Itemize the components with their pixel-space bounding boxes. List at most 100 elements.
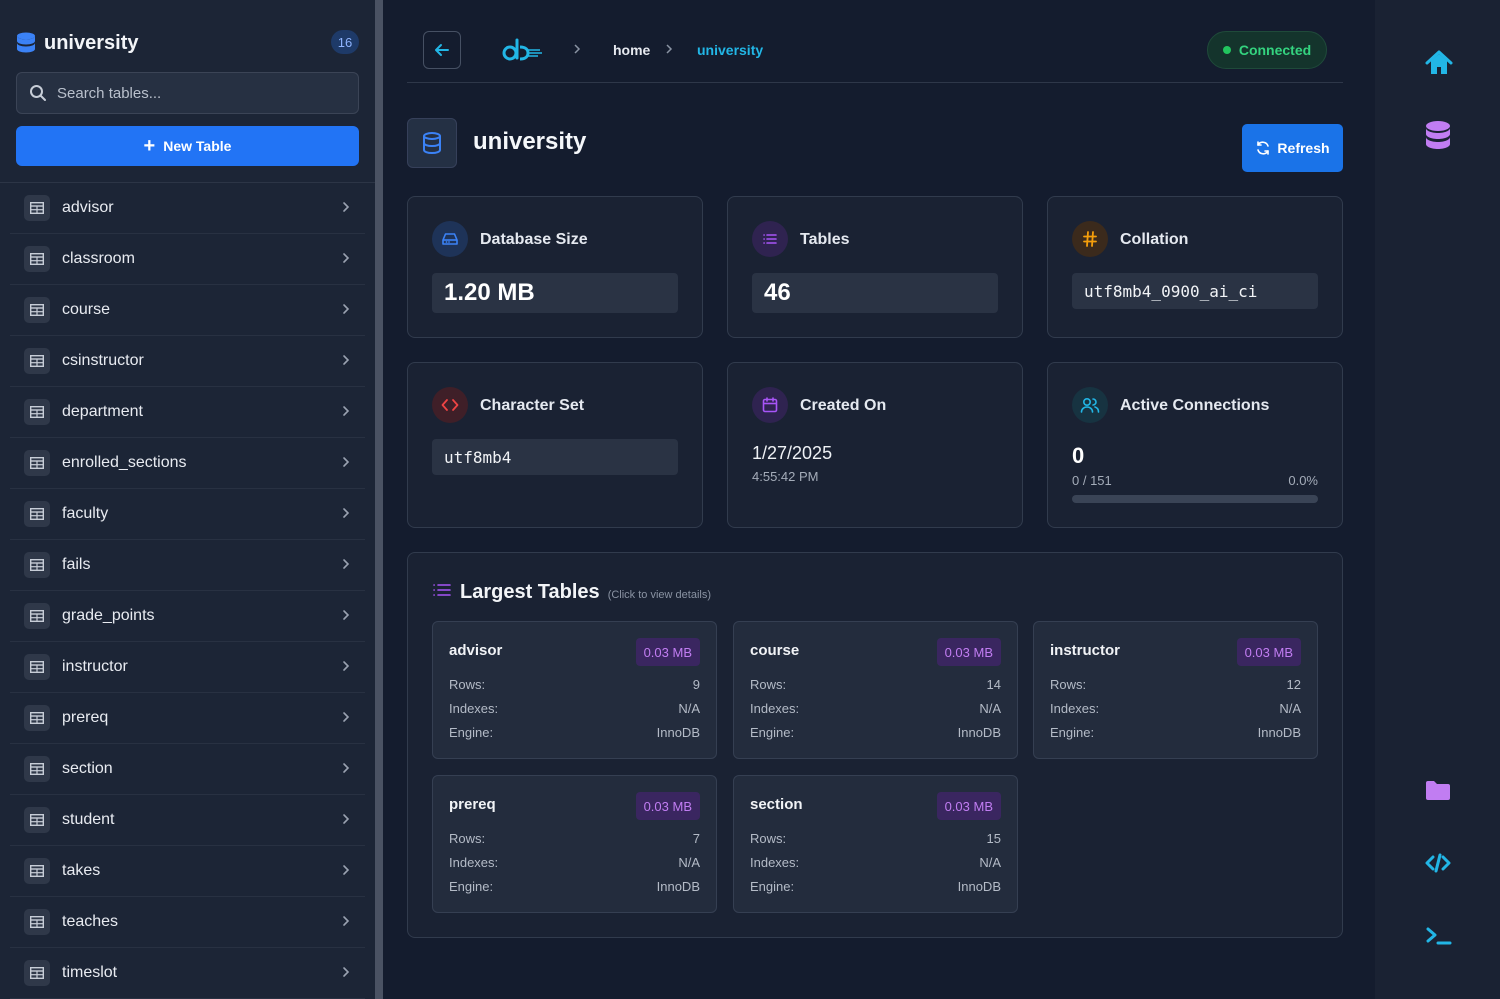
sidebar-item-faculty[interactable]: faculty — [10, 489, 365, 540]
collation-card: Collation utf8mb4_0900_ai_ci — [1047, 196, 1343, 338]
sidebar-item-label: teaches — [62, 913, 119, 930]
tables-card: Tables 46 — [727, 196, 1023, 338]
table-icon — [24, 858, 50, 884]
active-connections-value: 0 — [1072, 443, 1085, 468]
table-icon — [24, 705, 50, 731]
engine-label: Engine: — [1050, 725, 1095, 740]
sidebar-item-teaches[interactable]: teaches — [10, 897, 365, 948]
sidebar-item-section[interactable]: section — [10, 744, 365, 795]
connections-progress-bar — [1072, 495, 1318, 503]
indexes-label: Indexes: — [449, 855, 499, 870]
terminal-icon[interactable] — [1425, 925, 1453, 947]
search-input[interactable] — [57, 84, 347, 102]
connection-status-label: Connected — [1238, 42, 1312, 58]
table-card-name: instructor — [1050, 642, 1121, 659]
sidebar-item-student[interactable]: student — [10, 795, 365, 846]
chevron-right-icon — [343, 916, 350, 926]
app-logo-icon[interactable] — [500, 36, 544, 66]
sidebar-item-label: faculty — [62, 505, 109, 522]
table-size-badge: 0.03 MB — [936, 792, 1001, 820]
chevron-right-icon — [343, 304, 350, 314]
chevron-right-icon — [574, 44, 581, 54]
table-icon — [24, 450, 50, 476]
engine-row: Engine: InnoDB — [750, 879, 1001, 894]
rows-value: 14 — [986, 677, 1001, 692]
code-icon — [432, 387, 468, 423]
indexes-row: Indexes: N/A — [449, 855, 700, 870]
home-icon[interactable] — [1425, 50, 1453, 76]
table-card-advisor[interactable]: advisor 0.03 MB Rows: 9 Indexes: N/A Engine: In… — [432, 621, 717, 759]
tables-label: Tables — [800, 231, 850, 248]
sidebar-item-instructor[interactable]: instructor — [10, 642, 365, 693]
refresh-label: Refresh — [1277, 140, 1330, 156]
list-icon — [752, 221, 788, 257]
table-card-prereq[interactable]: prereq 0.03 MB Rows: 7 Indexes: N/A Engine: Inn… — [432, 775, 717, 913]
chevron-right-icon — [666, 44, 673, 54]
sidebar-item-csinstructor[interactable]: csinstructor — [10, 336, 365, 387]
active-connections-label: Active Connections — [1120, 397, 1270, 414]
hash-icon — [1072, 221, 1108, 257]
code-icon[interactable] — [1425, 852, 1451, 874]
sidebar-scrollbar[interactable] — [375, 0, 383, 999]
database-icon[interactable] — [1425, 120, 1451, 152]
refresh-button[interactable]: Refresh — [1242, 124, 1343, 172]
sidebar-item-department[interactable]: department — [10, 387, 365, 438]
character-set-value: utf8mb4 — [432, 439, 678, 475]
sidebar-item-classroom[interactable]: classroom — [10, 234, 365, 285]
rows-value: 12 — [1286, 677, 1301, 692]
chevron-right-icon — [343, 508, 350, 518]
new-table-button[interactable]: + New Table — [16, 126, 359, 166]
table-icon — [24, 399, 50, 425]
chevron-right-icon — [343, 712, 350, 722]
table-icon — [24, 501, 50, 527]
created-on-card: Created On 1/27/2025 4:55:42 PM — [727, 362, 1023, 528]
rows-label: Rows: — [750, 677, 787, 692]
character-set-label: Character Set — [480, 397, 585, 414]
table-icon — [24, 603, 50, 629]
engine-label: Engine: — [449, 879, 494, 894]
table-size-badge: 0.03 MB — [1236, 638, 1301, 666]
breadcrumb-current[interactable]: university — [697, 42, 764, 58]
table-card-section[interactable]: section 0.03 MB Rows: 15 Indexes: N/A Engine: I… — [733, 775, 1018, 913]
status-dot-icon — [1222, 46, 1231, 54]
chevron-right-icon — [343, 559, 350, 569]
sidebar-item-takes[interactable]: takes — [10, 846, 365, 897]
engine-row: Engine: InnoDB — [449, 725, 700, 740]
breadcrumb-home[interactable]: home — [613, 42, 651, 58]
chevron-right-icon — [343, 457, 350, 467]
database-size-label: Database Size — [480, 231, 588, 248]
rows-label: Rows: — [1050, 677, 1087, 692]
refresh-icon — [1257, 141, 1270, 155]
sidebar-item-label: grade_points — [62, 607, 155, 624]
sidebar-header: university 16 — [16, 30, 359, 56]
back-button[interactable] — [423, 31, 461, 69]
sidebar-item-label: fails — [62, 556, 91, 573]
sidebar-item-advisor[interactable]: advisor — [10, 183, 365, 234]
table-card-instructor[interactable]: instructor 0.03 MB Rows: 12 Indexes: N/A Engin… — [1033, 621, 1318, 759]
sidebar-item-grade-points[interactable]: grade_points — [10, 591, 365, 642]
chevron-right-icon — [343, 253, 350, 263]
largest-tables-panel: Largest Tables (Click to view details) a… — [407, 552, 1343, 938]
sidebar-item-enrolled-sections[interactable]: enrolled_sections — [10, 438, 365, 489]
table-card-course[interactable]: course 0.03 MB Rows: 14 Indexes: N/A Engine: In… — [733, 621, 1018, 759]
chevron-right-icon — [343, 610, 350, 620]
connections-ratio: 0 / 151 — [1072, 473, 1112, 488]
engine-value: InnoDB — [1257, 725, 1301, 740]
sidebar-item-timeslot[interactable]: timeslot — [10, 948, 365, 999]
table-icon — [24, 807, 50, 833]
plus-icon: + — [143, 135, 156, 157]
table-icon — [24, 960, 50, 986]
sidebar-item-label: timeslot — [62, 964, 118, 981]
sidebar-item-fails[interactable]: fails — [10, 540, 365, 591]
database-size-value: 1.20 MB — [432, 273, 678, 313]
folder-icon[interactable] — [1425, 780, 1451, 802]
sidebar-item-course[interactable]: course — [10, 285, 365, 336]
sidebar-item-prereq[interactable]: prereq — [10, 693, 365, 744]
table-icon — [24, 246, 50, 272]
indexes-row: Indexes: N/A — [1050, 701, 1301, 716]
database-size-card: Database Size 1.20 MB — [407, 196, 703, 338]
table-card-name: course — [750, 642, 800, 659]
table-icon — [24, 909, 50, 935]
table-icon — [24, 756, 50, 782]
calendar-icon — [752, 387, 788, 423]
